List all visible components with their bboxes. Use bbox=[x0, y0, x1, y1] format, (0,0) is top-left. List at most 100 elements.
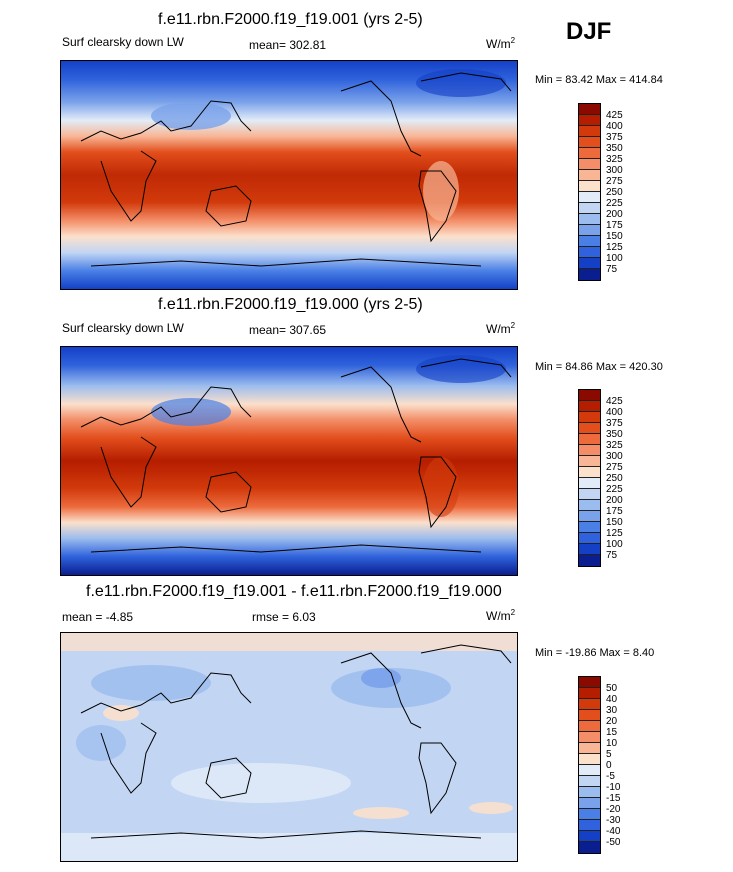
colorbar-box bbox=[579, 809, 600, 820]
colorbar-box bbox=[579, 115, 600, 126]
colorbar-label: -30 bbox=[606, 815, 621, 826]
colorbar-label: -40 bbox=[606, 826, 621, 837]
colorbar-box bbox=[579, 732, 600, 743]
panel2-mean: mean= 307.65 bbox=[249, 323, 327, 337]
colorbar-label: 20 bbox=[606, 716, 618, 727]
colorbar-label: 200 bbox=[606, 495, 623, 506]
colorbar-label: 10 bbox=[606, 738, 618, 749]
colorbar-box bbox=[579, 677, 600, 688]
colorbar-label: 150 bbox=[606, 231, 623, 242]
colorbar-label: -10 bbox=[606, 782, 621, 793]
panel3-map bbox=[60, 632, 518, 862]
panel2-title: f.e11.rbn.F2000.f19_f19.000 (yrs 2-5) bbox=[158, 296, 423, 313]
colorbar-box bbox=[579, 390, 600, 401]
panel1-mean: mean= 302.81 bbox=[249, 38, 327, 52]
colorbar-box bbox=[579, 269, 600, 280]
colorbar-box bbox=[579, 192, 600, 203]
colorbar-box bbox=[579, 467, 600, 478]
colorbar-box bbox=[579, 500, 600, 511]
colorbar-label: 400 bbox=[606, 121, 623, 132]
panel1-colorbar bbox=[578, 103, 601, 281]
colorbar-box bbox=[579, 137, 600, 148]
colorbar-label: 75 bbox=[606, 550, 618, 561]
colorbar-box bbox=[579, 401, 600, 412]
colorbar-label: 275 bbox=[606, 176, 623, 187]
panel1-map bbox=[60, 60, 518, 290]
colorbar-label: 250 bbox=[606, 473, 623, 484]
colorbar-box bbox=[579, 820, 600, 831]
colorbar-label: 40 bbox=[606, 694, 618, 705]
colorbar-box bbox=[579, 533, 600, 544]
colorbar-label: 5 bbox=[606, 749, 612, 760]
coastlines bbox=[80, 72, 512, 267]
colorbar-box bbox=[579, 148, 600, 159]
colorbar-box bbox=[579, 126, 600, 137]
colorbar-label: 225 bbox=[606, 484, 623, 495]
colorbar-label: -20 bbox=[606, 804, 621, 815]
colorbar-box bbox=[579, 104, 600, 115]
colorbar-box bbox=[579, 721, 600, 732]
colorbar-box bbox=[579, 754, 600, 765]
colorbar-label: 375 bbox=[606, 418, 623, 429]
colorbar-label: 400 bbox=[606, 407, 623, 418]
colorbar-box bbox=[579, 489, 600, 500]
colorbar-box bbox=[579, 203, 600, 214]
colorbar-box bbox=[579, 699, 600, 710]
colorbar-label: -15 bbox=[606, 793, 621, 804]
colorbar-label: 325 bbox=[606, 154, 623, 165]
season-label: DJF bbox=[566, 18, 612, 45]
colorbar-label: 150 bbox=[606, 517, 623, 528]
colorbar-label: 100 bbox=[606, 539, 623, 550]
colorbar-label: 175 bbox=[606, 220, 623, 231]
colorbar-box bbox=[579, 434, 600, 445]
colorbar-box bbox=[579, 214, 600, 225]
panel2-map bbox=[60, 346, 518, 576]
colorbar-box bbox=[579, 258, 600, 269]
panel3-minmax: Min = -19.86 Max = 8.40 bbox=[535, 647, 655, 659]
colorbar-box bbox=[579, 765, 600, 776]
colorbar-label: 375 bbox=[606, 132, 623, 143]
panel3-title: f.e11.rbn.F2000.f19_f19.001 - f.e11.rbn.… bbox=[86, 583, 502, 600]
colorbar-box bbox=[579, 225, 600, 236]
colorbar-box bbox=[579, 181, 600, 192]
colorbar-box bbox=[579, 522, 600, 533]
colorbar-label: 425 bbox=[606, 110, 623, 121]
colorbar-label: -5 bbox=[606, 771, 615, 782]
colorbar-label: 15 bbox=[606, 727, 618, 738]
colorbar-label: -50 bbox=[606, 837, 621, 848]
colorbar-box bbox=[579, 247, 600, 258]
colorbar-box bbox=[579, 776, 600, 787]
colorbar-label: 0 bbox=[606, 760, 612, 771]
colorbar-label: 100 bbox=[606, 253, 623, 264]
panel1-field-label: Surf clearsky down LW bbox=[62, 35, 184, 49]
panel3-rmse: rmse = 6.03 bbox=[252, 610, 316, 624]
colorbar-box bbox=[579, 412, 600, 423]
panel1-units: W/m2 bbox=[486, 36, 516, 51]
colorbar-label: 75 bbox=[606, 264, 618, 275]
colorbar-box bbox=[579, 743, 600, 754]
colorbar-label: 300 bbox=[606, 451, 623, 462]
colorbar-label: 300 bbox=[606, 165, 623, 176]
colorbar-label: 125 bbox=[606, 242, 623, 253]
colorbar-box bbox=[579, 710, 600, 721]
colorbar-label: 425 bbox=[606, 396, 623, 407]
colorbar-label: 30 bbox=[606, 705, 618, 716]
colorbar-label: 225 bbox=[606, 198, 623, 209]
colorbar-box bbox=[579, 423, 600, 434]
colorbar-label: 125 bbox=[606, 528, 623, 539]
colorbar-box bbox=[579, 544, 600, 555]
panel1-minmax: Min = 83.42 Max = 414.84 bbox=[535, 74, 663, 86]
colorbar-box bbox=[579, 831, 600, 842]
panel2-colorbar bbox=[578, 389, 601, 567]
coastlines bbox=[80, 644, 512, 839]
colorbar-label: 350 bbox=[606, 429, 623, 440]
panel2-units: W/m2 bbox=[486, 321, 516, 336]
colorbar-box bbox=[579, 787, 600, 798]
colorbar-label: 50 bbox=[606, 683, 618, 694]
panel3-units: W/m2 bbox=[486, 608, 516, 623]
panel3-mean: mean = -4.85 bbox=[62, 610, 134, 624]
panel2-minmax: Min = 84.86 Max = 420.30 bbox=[535, 361, 663, 373]
colorbar-box bbox=[579, 236, 600, 247]
colorbar-box bbox=[579, 555, 600, 566]
colorbar-label: 325 bbox=[606, 440, 623, 451]
